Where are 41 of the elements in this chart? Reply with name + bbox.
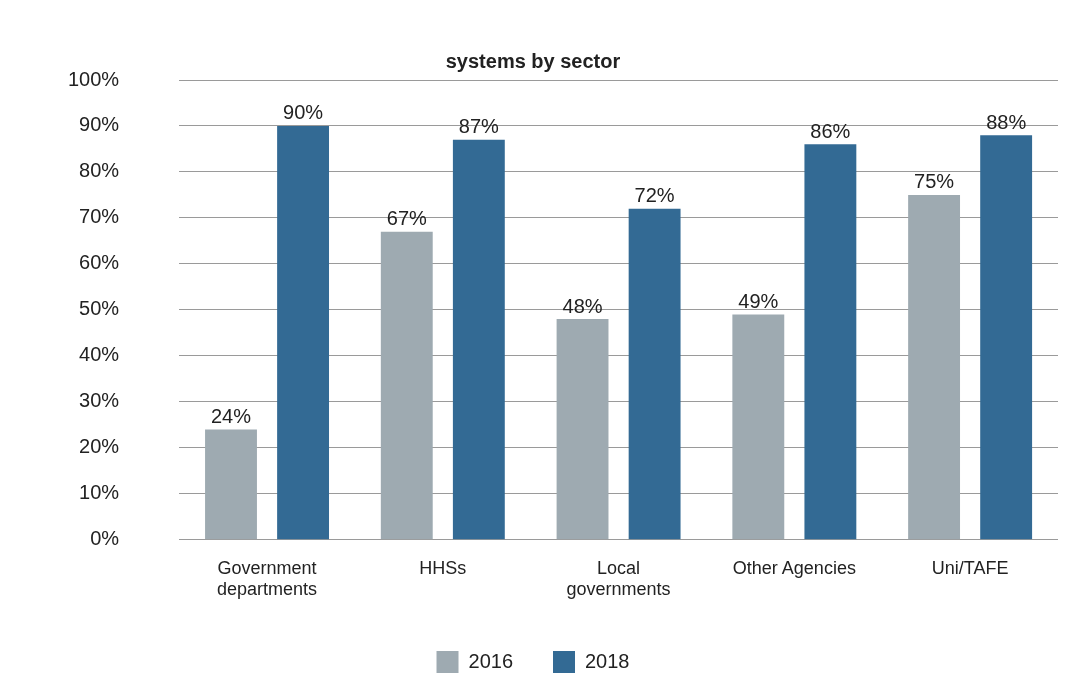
x-tick-label: Uni/TAFE	[931, 557, 1009, 578]
category-label: Government	[217, 557, 317, 578]
bar	[628, 208, 681, 540]
y-tick-label: 70%	[79, 205, 120, 228]
data-label: 75%	[914, 170, 955, 193]
y-tick-label: 20%	[79, 435, 120, 458]
y-tick-label: 60%	[79, 251, 120, 274]
bar	[908, 194, 961, 540]
chart-title: systems by sector	[445, 49, 621, 72]
data-label: 72%	[634, 184, 675, 207]
bar	[277, 125, 330, 540]
bar	[556, 319, 609, 540]
data-label: 24%	[210, 404, 252, 427]
legend-label: 2018	[585, 649, 630, 672]
x-tick-label: Other Agencies	[732, 557, 856, 578]
bar	[804, 144, 857, 540]
data-label: 86%	[810, 119, 851, 142]
legend-label: 2016	[468, 649, 514, 672]
data-label: 48%	[562, 294, 603, 317]
y-tick-label: 30%	[79, 389, 120, 412]
category-label: governments	[566, 579, 671, 600]
y-tick-label: 90%	[79, 113, 120, 136]
data-label: 67%	[386, 207, 427, 230]
x-tick-label: HHSs	[419, 557, 467, 578]
bar	[205, 429, 257, 540]
y-tick-label: 40%	[79, 343, 120, 366]
data-label: 90%	[283, 101, 324, 124]
y-tick-label: 50%	[79, 297, 120, 320]
bar	[380, 231, 433, 540]
data-label: 49%	[738, 290, 779, 313]
y-tick-label: 0%	[90, 527, 120, 550]
bar	[980, 135, 1033, 540]
bar	[452, 139, 505, 540]
data-label: 88%	[986, 110, 1027, 133]
category-label: departments	[217, 579, 318, 600]
category-label: Local	[597, 557, 641, 578]
bar	[732, 314, 785, 540]
data-label: 87%	[458, 115, 500, 138]
y-tick-label: 100%	[68, 67, 120, 90]
y-tick-label: 10%	[79, 481, 120, 504]
y-tick-label: 80%	[79, 159, 120, 182]
